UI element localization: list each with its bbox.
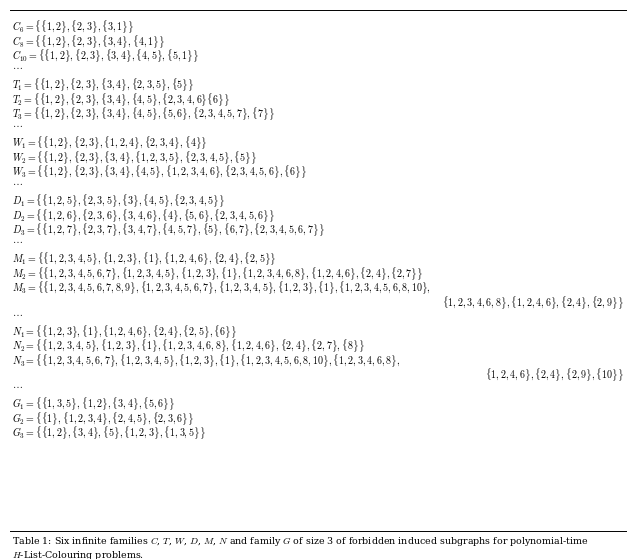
Text: $T_1 = \{\{1,2\},\{2,3\},\{3,4\},\{2,3,5\},\{5\}\}$: $T_1 = \{\{1,2\},\{2,3\},\{3,4\},\{2,3,5… (12, 77, 195, 93)
Text: $\ldots$: $\ldots$ (12, 381, 23, 390)
Text: $D_1 = \{\{1,2,5\},\{2,3,5\},\{3\},\{4,5\},\{2,3,4,5\}\}$: $D_1 = \{\{1,2,5\},\{2,3,5\},\{3\},\{4,5… (12, 193, 225, 209)
Text: $C_8 = \{\{1,2\},\{2,3\},\{3,4\},\{4,1\}\}$: $C_8 = \{\{1,2\},\{2,3\},\{3,4\},\{4,1\}… (12, 33, 165, 50)
Text: $\ldots$: $\ldots$ (12, 178, 23, 187)
Text: $C_{10} = \{\{1,2\},\{2,3\},\{3,4\},\{4,5\},\{5,1\}\}$: $C_{10} = \{\{1,2\},\{2,3\},\{3,4\},\{4,… (12, 48, 199, 64)
Text: $D_3 = \{\{1,2,7\},\{2,3,7\},\{3,4,7\},\{4,5,7\},\{5\},\{6,7\},\{2,3,4,5,6,7\}\}: $D_3 = \{\{1,2,7\},\{2,3,7\},\{3,4,7\},\… (12, 222, 325, 238)
Text: $\ldots$: $\ldots$ (12, 120, 23, 129)
Text: $C_6 = \{\{1,2\},\{2,3\},\{3,1\}\}$: $C_6 = \{\{1,2\},\{2,3\},\{3,1\}\}$ (12, 18, 134, 35)
Text: $G_1 = \{\{1,3,5\},\{1,2\},\{3,4\},\{5,6\}\}$: $G_1 = \{\{1,3,5\},\{1,2\},\{3,4\},\{5,6… (12, 396, 176, 413)
Text: $\ldots$: $\ldots$ (12, 62, 23, 71)
Text: $W_1 = \{\{1,2\},\{2,3\},\{1,2,4\},\{2,3,4\},\{4\}\}$: $W_1 = \{\{1,2\},\{2,3\},\{1,2,4\},\{2,3… (12, 135, 207, 151)
Text: Table 1: Six infinite families $C$, $T$, $W$, $D$, $M$, $N$ and family $G$ of si: Table 1: Six infinite families $C$, $T$,… (12, 534, 588, 559)
Text: $N_1 = \{\{1,2,3\},\{1\},\{1,2,4,6\},\{2,4\},\{2,5\},\{6\}\}$: $N_1 = \{\{1,2,3\},\{1\},\{1,2,4,6\},\{2… (12, 323, 237, 340)
Text: $M_2 = \{\{1,2,3,4,5,6,7\},\{1,2,3,4,5\},\{1,2,3\},\{1\},\{1,2,3,4,6,8\},\{1,2,4: $M_2 = \{\{1,2,3,4,5,6,7\},\{1,2,3,4,5\}… (12, 265, 424, 282)
Text: $W_3 = \{\{1,2\},\{2,3\},\{3,4\},\{4,5\},\{1,2,3,4,6\},\{2,3,4,5,6\},\{6\}\}$: $W_3 = \{\{1,2\},\{2,3\},\{3,4\},\{4,5\}… (12, 164, 307, 181)
Text: $\{1,2,4,6\},\{2,4\},\{2,9\},\{10\}\}$: $\{1,2,4,6\},\{2,4\},\{2,9\},\{10\}\}$ (485, 367, 624, 383)
Text: $D_2 = \{\{1,2,6\},\{2,3,6\},\{3,4,6\},\{4\},\{5,6\},\{2,3,4,5,6\}\}$: $D_2 = \{\{1,2,6\},\{2,3,6\},\{3,4,6\},\… (12, 207, 275, 224)
Text: $W_2 = \{\{1,2\},\{2,3\},\{3,4\},\{1,2,3,5\},\{2,3,4,5\},\{5\}\}$: $W_2 = \{\{1,2\},\{2,3\},\{3,4\},\{1,2,3… (12, 149, 257, 166)
Text: $N_3 = \{\{1,2,3,4,5,6,7\},\{1,2,3,4,5\},\{1,2,3\},\{1\},\{1,2,3,4,5,6,8,10\},\{: $N_3 = \{\{1,2,3,4,5,6,7\},\{1,2,3,4,5\}… (12, 352, 401, 369)
Text: $\ldots$: $\ldots$ (12, 309, 23, 318)
Text: $\{1,2,3,4,6,8\},\{1,2,4,6\},\{2,4\},\{2,9\}\}$: $\{1,2,3,4,6,8\},\{1,2,4,6\},\{2,4\},\{2… (442, 294, 624, 311)
Text: $T_3 = \{\{1,2\},\{2,3\},\{3,4\},\{4,5\},\{5,6\},\{2,3,4,5,7\},\{7\}\}$: $T_3 = \{\{1,2\},\{2,3\},\{3,4\},\{4,5\}… (12, 106, 275, 122)
Text: $M_3 = \{\{1,2,3,4,5,6,7,8,9\},\{1,2,3,4,5,6,7\},\{1,2,3,4,5\},\{1,2,3\},\{1\},\: $M_3 = \{\{1,2,3,4,5,6,7,8,9\},\{1,2,3,4… (12, 280, 431, 296)
Text: $\ldots$: $\ldots$ (12, 236, 23, 245)
Text: $N_2 = \{\{1,2,3,4,5\},\{1,2,3\},\{1\},\{1,2,3,4,6,8\},\{1,2,4,6\},\{2,4\},\{2,7: $N_2 = \{\{1,2,3,4,5\},\{1,2,3\},\{1\},\… (12, 338, 364, 354)
Text: $T_2 = \{\{1,2\},\{2,3\},\{3,4\},\{4,5\},\{2,3,4,6\}\{6\}\}$: $T_2 = \{\{1,2\},\{2,3\},\{3,4\},\{4,5\}… (12, 91, 230, 108)
Text: $M_1 = \{\{1,2,3,4,5\},\{1,2,3\},\{1\},\{1,2,4,6\},\{2,4\},\{2,5\}\}$: $M_1 = \{\{1,2,3,4,5\},\{1,2,3\},\{1\},\… (12, 250, 277, 267)
Text: $G_2 = \{\{1\},\{1,2,3,4\},\{2,4,5\},\{2,3,6\}\}$: $G_2 = \{\{1\},\{1,2,3,4\},\{2,4,5\},\{2… (12, 410, 195, 427)
Text: $G_3 = \{\{1,2\},\{3,4\},\{5\},\{1,2,3\},\{1,3,5\}\}$: $G_3 = \{\{1,2\},\{3,4\},\{5\},\{1,2,3\}… (12, 425, 206, 442)
